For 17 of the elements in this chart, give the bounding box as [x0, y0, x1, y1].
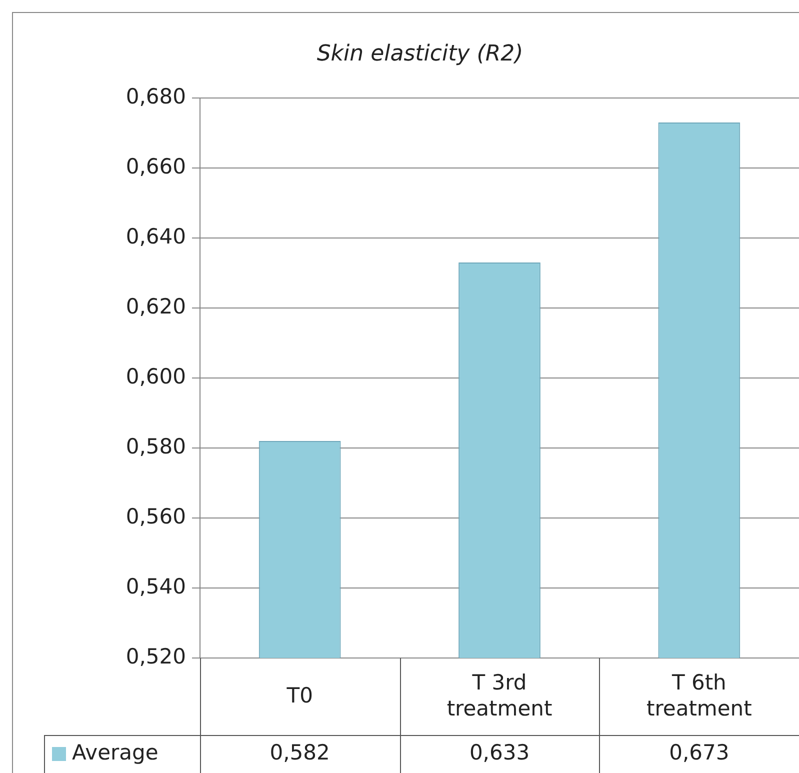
x-tick-label: T 6th treatment — [646, 670, 752, 720]
y-tick-label: 0,600 — [126, 364, 186, 388]
y-tick-label: 0,560 — [126, 504, 186, 528]
y-tick-label: 0,640 — [126, 224, 186, 248]
x-tick-label: T0 — [286, 683, 313, 708]
x-tick-label: T 3rd treatment — [446, 670, 552, 720]
y-tick-label: 0,620 — [126, 294, 186, 318]
chart-title: Skin elasticity (R2) — [316, 42, 524, 67]
legend-label: Average — [72, 740, 158, 764]
y-tick-label: 0,520 — [126, 644, 186, 668]
y-tick-label: 0,540 — [126, 574, 186, 598]
y-tick-label: 0,660 — [126, 154, 186, 178]
y-tick-label: 0,680 — [126, 84, 186, 108]
y-tick-label: 0,580 — [126, 434, 186, 458]
data-label: 0,582 — [270, 740, 330, 764]
data-label: 0,633 — [469, 740, 530, 764]
data-label: 0,673 — [669, 740, 730, 764]
